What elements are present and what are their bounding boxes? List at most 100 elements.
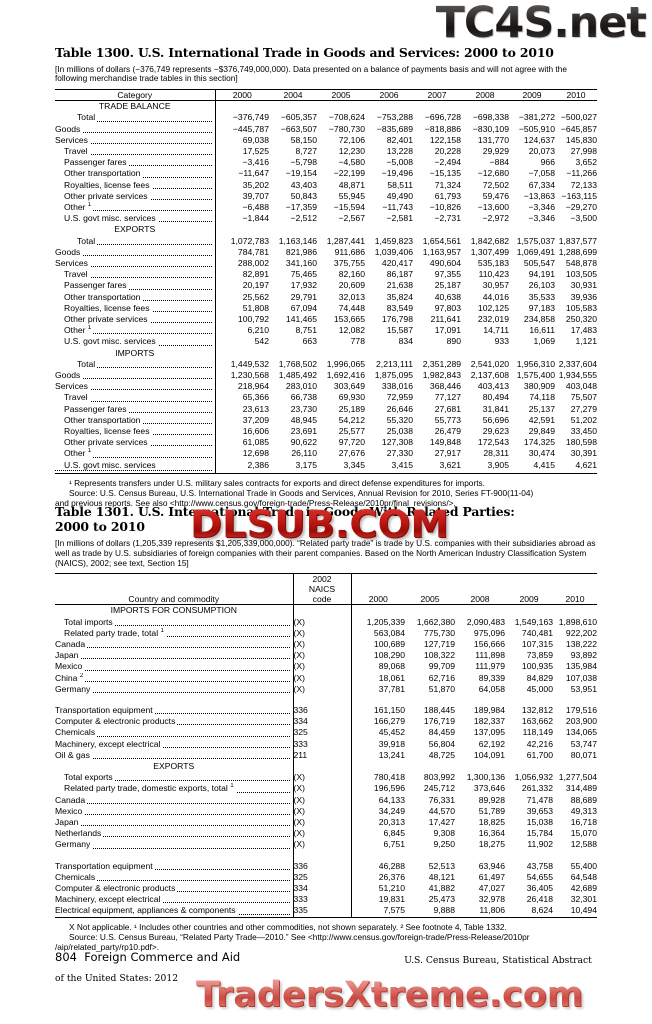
data-cell: 16,718 (570, 817, 597, 828)
table-1301: Country and commodity 2002 NAICS code 2000 20… (55, 573, 597, 918)
row-label: Japan (55, 650, 293, 661)
data-cell: 102,125 (477, 302, 509, 313)
row-label: Canada (55, 639, 293, 650)
data-cell: 74,448 (338, 302, 365, 313)
data-cell: 20,197 (214, 280, 269, 292)
rule-cell (351, 916, 405, 918)
data-cell: 72,959 (386, 392, 413, 403)
table-row: U.S. govt misc. services 2,386 3,175 3,345 3… (55, 459, 597, 474)
data-cell: 97,803 (434, 302, 461, 313)
data-cell: 1,485,492 (278, 369, 317, 380)
data-cell: 39,936 (570, 291, 597, 302)
table-1300-source-1: Source: U.S. Census Bureau, U.S. Interna… (69, 487, 534, 498)
data-cell: 29,791 (290, 291, 317, 302)
spacer-cell (55, 851, 293, 861)
data-cell: 563,084 (350, 627, 405, 639)
data-cell: 25,038 (386, 425, 413, 436)
data-cell: 9,888 (433, 905, 455, 916)
table-1300-source-2: and previous reports. See also <http://w… (55, 497, 456, 508)
rule-cell (413, 473, 461, 474)
data-cell: 1,956,310 (516, 358, 555, 369)
data-cell: 108,322 (423, 650, 455, 661)
data-cell: 922,202 (565, 627, 597, 638)
data-cell: 803,992 (423, 772, 455, 783)
data-cell: 89,068 (350, 661, 405, 673)
data-cell: 890 (446, 336, 461, 347)
data-cell: 2,541,020 (470, 358, 509, 369)
spacer-cell (317, 101, 365, 113)
data-cell: 1,575,037 (516, 235, 555, 246)
data-cell: −2,731 (434, 213, 461, 224)
table-row: Total imports (X) 1,205,339 1,662,380 2,090,… (55, 616, 597, 628)
data-cell: 188,445 (423, 705, 455, 716)
data-cell: 8,624 (531, 905, 553, 916)
data-cell: 45,000 (526, 683, 553, 694)
data-cell: 41,882 (428, 883, 455, 894)
watermark-tc4s: TC4S.net (435, 0, 647, 48)
naics-code-cell: 336 (292, 705, 351, 717)
data-cell: 89,928 (478, 794, 505, 805)
data-cell: 9,250 (433, 839, 455, 850)
data-cell: −376,749 (214, 112, 269, 124)
column-header: 2009 (509, 89, 555, 102)
data-cell: 17,091 (434, 325, 461, 336)
spacer-cell (292, 695, 351, 706)
data-cell: 1,875,095 (374, 369, 413, 380)
data-cell: 4,415 (533, 459, 555, 470)
data-cell: 122,158 (429, 134, 461, 145)
spacer-cell (413, 101, 461, 113)
data-cell: 100,935 (521, 661, 553, 672)
section-heading: EXPORTS (153, 761, 195, 772)
table-row: Mexico (X) 34,249 44,570 51,789 39,653 49,313 (55, 805, 597, 818)
spacer-cell (365, 101, 413, 113)
data-cell: 218,964 (214, 381, 269, 393)
naics-code-cell: 335 (292, 905, 351, 918)
row-label: Other 1 (55, 325, 215, 336)
section-name: Foreign Commerce and Aid (84, 950, 241, 964)
data-cell: 373,646 (473, 783, 505, 794)
row-label: Related party trade, domestic exports, t… (55, 783, 293, 794)
data-cell: 36,405 (526, 883, 553, 894)
data-cell: 180,598 (565, 437, 597, 448)
data-cell: 12,082 (338, 325, 365, 336)
data-cell: 127,719 (423, 639, 455, 649)
data-cell: 42,689 (570, 883, 597, 894)
data-cell: 26,110 (291, 448, 317, 459)
data-cell: 1,163,146 (278, 235, 317, 246)
data-cell: 1,768,502 (278, 358, 317, 369)
data-cell: −708,624 (328, 112, 365, 123)
data-cell: 33,450 (570, 425, 597, 436)
data-cell: 20,313 (350, 817, 405, 829)
data-cell: −3,416 (214, 157, 269, 169)
spacer-cell (505, 605, 553, 617)
table-row: Germany (X) 6,751 9,250 18,275 11,902 12,588 (55, 839, 597, 851)
data-cell: 82,401 (386, 134, 413, 145)
data-cell: 15,587 (386, 325, 413, 336)
data-cell: 9,308 (433, 828, 455, 839)
table-row: Canada (X) 64,133 76,331 89,928 71,478 88,689 (55, 794, 597, 806)
data-cell: 63,946 (478, 860, 505, 871)
spacer-cell (214, 100, 269, 113)
table-1300-footnotes: ¹ Represents transfers under U.S. milita… (55, 478, 597, 508)
data-cell: 740,481 (521, 627, 553, 638)
table-row: Japan (X) 108,290 108,322 111,898 73,859 93,89… (55, 650, 597, 662)
data-cell: 88,689 (570, 794, 597, 805)
data-cell: 56,696 (482, 414, 509, 425)
rule-cell (455, 916, 505, 918)
data-cell: 44,016 (482, 291, 509, 302)
row-label: Germany (55, 683, 293, 695)
data-cell: 39,918 (350, 738, 405, 750)
table-row: Other transportation −11,647 −19,154 −22,19… (55, 168, 597, 180)
data-cell: −10,826 (429, 201, 461, 212)
data-cell: −753,288 (376, 112, 413, 123)
data-cell: 232,019 (477, 313, 509, 324)
data-cell: 1,837,577 (558, 235, 597, 246)
data-cell: 66,738 (290, 392, 317, 403)
data-cell: 176,798 (381, 313, 413, 324)
spacer-cell (413, 224, 461, 235)
spacer-cell (461, 101, 509, 113)
data-cell: 161,150 (350, 705, 405, 717)
data-cell: 54,655 (526, 871, 553, 882)
naics-code-cell: 334 (292, 883, 351, 895)
data-cell: 2,337,604 (558, 358, 597, 369)
